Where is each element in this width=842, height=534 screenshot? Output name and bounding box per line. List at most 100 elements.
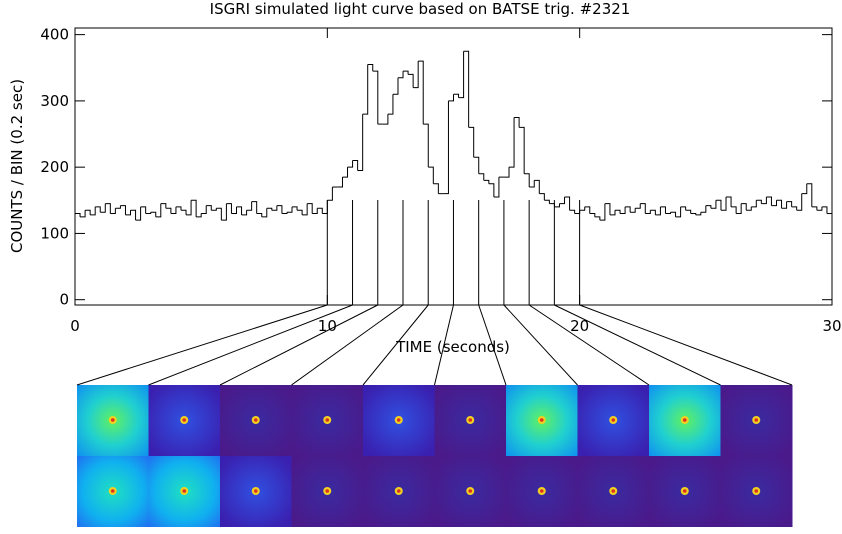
bin	[241, 210, 248, 216]
connector	[291, 304, 404, 386]
bin	[690, 213, 697, 215]
bin	[266, 207, 273, 211]
bin	[786, 201, 793, 207]
bin	[191, 199, 197, 217]
source-core	[611, 418, 616, 422]
bin	[120, 205, 126, 215]
bin	[312, 208, 318, 215]
source-core	[325, 489, 330, 493]
bin	[705, 205, 712, 209]
source-core	[468, 418, 473, 422]
y-tick-label: 200	[40, 158, 69, 176]
source-core	[253, 489, 258, 493]
bin	[367, 63, 374, 72]
source-core	[682, 489, 687, 493]
bin	[614, 209, 621, 214]
bin	[549, 203, 555, 207]
bin	[761, 196, 767, 205]
bin	[246, 201, 253, 211]
bin	[170, 206, 177, 215]
bin	[201, 205, 207, 215]
bin	[710, 200, 717, 209]
bin	[473, 156, 480, 174]
bin	[357, 114, 364, 171]
bin	[695, 212, 702, 216]
bin	[574, 210, 581, 215]
bin	[640, 203, 646, 214]
source-core	[253, 418, 258, 422]
bin	[85, 209, 91, 215]
bin	[110, 208, 116, 215]
bin	[180, 209, 187, 215]
plot-frame	[74, 27, 833, 306]
bin	[286, 206, 293, 213]
bin	[655, 206, 661, 216]
source-core	[539, 418, 544, 422]
bin	[418, 60, 424, 125]
bin	[509, 117, 515, 168]
bin	[251, 201, 258, 214]
bin	[463, 50, 470, 128]
bin	[589, 213, 596, 217]
bin	[700, 205, 707, 213]
bin	[100, 203, 106, 213]
bin	[448, 94, 454, 102]
bin	[569, 209, 576, 214]
connector	[554, 304, 721, 386]
bin	[453, 93, 460, 98]
bin	[675, 206, 682, 218]
x-tick-label: 0	[70, 317, 80, 335]
bin	[297, 209, 303, 215]
bin	[468, 126, 475, 158]
connector	[76, 304, 328, 386]
bin	[594, 216, 601, 221]
bin	[322, 200, 328, 215]
bin	[211, 208, 217, 211]
source-core	[182, 418, 187, 422]
bin	[206, 205, 212, 211]
bin	[604, 203, 611, 215]
connector	[503, 304, 578, 386]
bin	[579, 206, 586, 211]
bin	[276, 205, 283, 214]
bin	[443, 100, 449, 195]
source-core	[325, 418, 330, 422]
connector	[579, 304, 793, 386]
bin	[609, 210, 616, 216]
bin	[397, 71, 404, 79]
bin	[564, 196, 571, 211]
bin	[660, 206, 666, 214]
y-axis-label: COUNTS / BIN (0.2 sec)	[8, 79, 26, 253]
bin	[302, 203, 308, 216]
bin	[387, 94, 394, 115]
bin	[90, 206, 96, 216]
bin	[771, 200, 777, 207]
source-core	[110, 418, 115, 422]
bin	[347, 160, 354, 168]
bin	[503, 167, 510, 178]
bin	[423, 123, 429, 168]
bin	[140, 206, 147, 214]
bin	[488, 183, 495, 197]
bin	[281, 212, 288, 215]
connector	[528, 304, 650, 386]
source-core	[682, 418, 687, 422]
bin	[635, 203, 641, 209]
bin	[352, 160, 359, 171]
x-tick-label: 30	[822, 317, 841, 335]
bin	[403, 70, 409, 75]
bin	[261, 208, 268, 218]
bin	[821, 206, 828, 214]
bin	[811, 206, 818, 211]
bin	[226, 203, 232, 214]
x-tick-label: 20	[570, 317, 589, 335]
bin	[726, 196, 732, 207]
x-tick-label: 10	[318, 317, 337, 335]
bin	[751, 200, 757, 208]
bin	[680, 206, 687, 211]
y-tick-label: 0	[59, 291, 69, 309]
bin	[519, 126, 525, 174]
image-tiles	[77, 385, 793, 527]
bin	[630, 208, 636, 213]
